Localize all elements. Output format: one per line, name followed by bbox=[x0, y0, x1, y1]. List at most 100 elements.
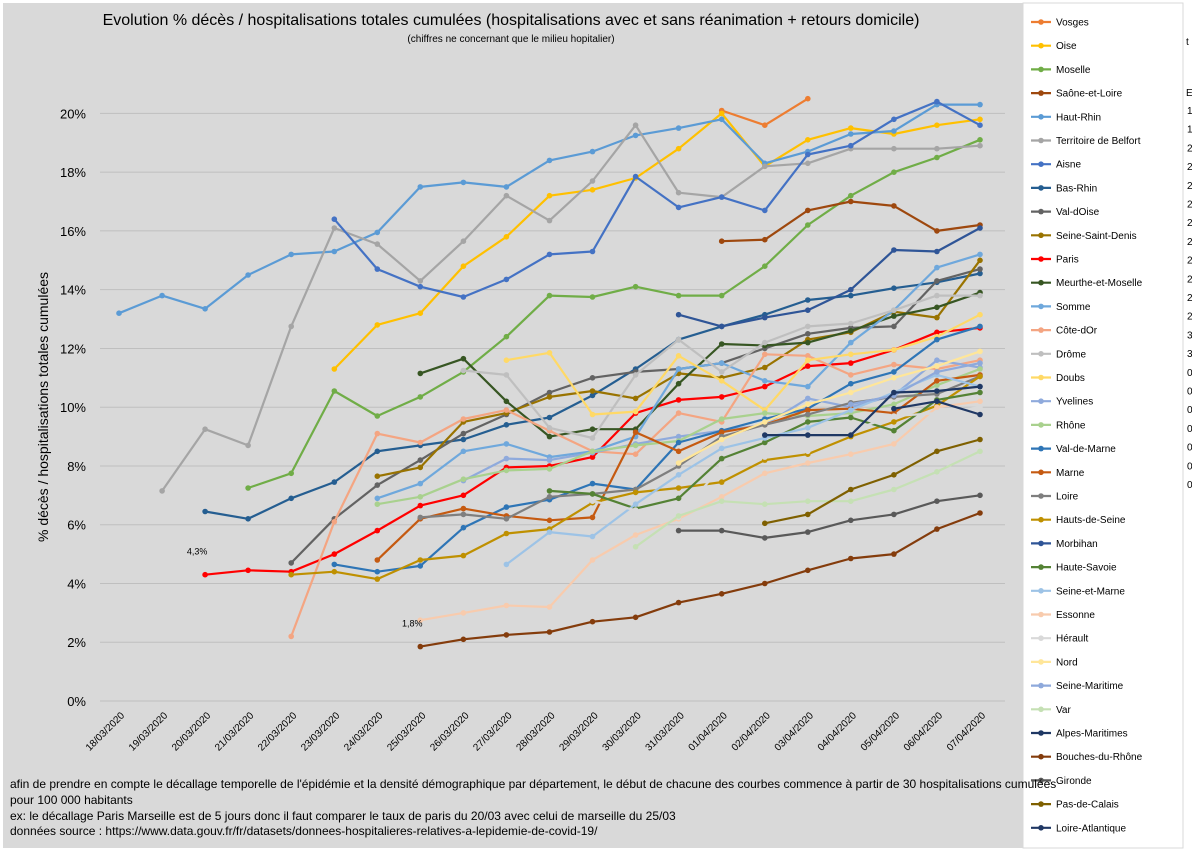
cut-off-cell: 2 bbox=[1187, 274, 1192, 285]
data-point bbox=[331, 568, 338, 575]
data-point bbox=[848, 401, 854, 408]
legend-label: Hérault bbox=[1056, 634, 1088, 645]
data-point bbox=[977, 348, 983, 355]
y-tick-label: 2% bbox=[67, 635, 86, 650]
data-point bbox=[675, 380, 682, 387]
data-point bbox=[805, 401, 811, 408]
legend-marker bbox=[1038, 777, 1044, 784]
data-point bbox=[891, 323, 897, 330]
data-point bbox=[934, 264, 940, 271]
data-point bbox=[934, 469, 940, 475]
series-line bbox=[506, 313, 981, 416]
data-point bbox=[632, 283, 639, 290]
data-point bbox=[762, 432, 768, 438]
data-point bbox=[503, 333, 510, 340]
data-point bbox=[977, 142, 983, 149]
legend-marker bbox=[1038, 66, 1044, 73]
data-point bbox=[417, 502, 424, 509]
data-point bbox=[374, 482, 381, 488]
data-point bbox=[848, 125, 854, 131]
legend-label: Loire-Atlantique bbox=[1056, 823, 1126, 834]
cut-off-cell: 3 bbox=[1187, 330, 1192, 341]
data-point bbox=[460, 430, 467, 437]
data-point bbox=[891, 145, 897, 152]
legend-entry: Vosges bbox=[1031, 18, 1089, 29]
data-point bbox=[460, 238, 467, 244]
data-point bbox=[202, 426, 208, 433]
data-point bbox=[374, 430, 381, 437]
data-point bbox=[848, 380, 854, 387]
data-point bbox=[934, 98, 940, 105]
data-point bbox=[589, 514, 596, 521]
footnote-line: afin de prendre en compte le décallage t… bbox=[10, 777, 1056, 791]
data-point bbox=[848, 142, 854, 149]
data-point bbox=[934, 369, 940, 375]
legend-marker bbox=[1038, 493, 1044, 499]
data-point bbox=[632, 132, 639, 139]
data-point bbox=[675, 311, 682, 318]
data-point bbox=[805, 419, 811, 425]
data-point bbox=[331, 248, 338, 255]
data-point bbox=[762, 378, 768, 384]
data-point bbox=[762, 236, 768, 243]
data-point bbox=[977, 225, 983, 231]
data-point bbox=[848, 555, 854, 562]
data-point bbox=[805, 363, 811, 369]
series-line bbox=[592, 406, 981, 519]
data-point bbox=[891, 169, 897, 175]
data-point bbox=[675, 292, 682, 299]
series-nord bbox=[675, 348, 983, 466]
data-point bbox=[460, 505, 467, 512]
data-point bbox=[805, 222, 811, 228]
data-point bbox=[718, 292, 725, 299]
annotations: 4,3% 1,8% bbox=[187, 547, 423, 629]
data-point bbox=[374, 501, 381, 508]
data-point bbox=[116, 310, 122, 317]
data-point bbox=[891, 361, 897, 368]
data-point bbox=[805, 567, 811, 574]
data-point bbox=[589, 148, 596, 155]
legend-entry: Haut-Rhin bbox=[1031, 112, 1101, 123]
data-point bbox=[503, 561, 510, 568]
data-point bbox=[891, 375, 897, 381]
data-point bbox=[675, 433, 682, 440]
data-point bbox=[977, 116, 983, 123]
data-point bbox=[891, 203, 897, 209]
data-point bbox=[546, 494, 553, 500]
data-point bbox=[546, 488, 553, 494]
data-point bbox=[848, 328, 854, 334]
series-line bbox=[333, 112, 981, 370]
cut-off-cell: 0 bbox=[1187, 443, 1192, 454]
legend-label: Essonne bbox=[1056, 610, 1095, 621]
data-point bbox=[934, 248, 940, 255]
data-point bbox=[718, 116, 725, 123]
data-point bbox=[891, 307, 897, 314]
data-point bbox=[417, 283, 424, 290]
legend-entry: Loire-Atlantique bbox=[1031, 823, 1126, 834]
data-point bbox=[848, 286, 854, 293]
data-point bbox=[503, 357, 510, 364]
data-point bbox=[675, 397, 682, 403]
series-var bbox=[632, 448, 983, 550]
data-point bbox=[417, 457, 424, 463]
data-point bbox=[891, 472, 897, 478]
data-point bbox=[503, 422, 510, 428]
data-point bbox=[589, 480, 596, 487]
data-point bbox=[503, 372, 510, 378]
data-point bbox=[417, 617, 424, 623]
data-point bbox=[632, 451, 639, 458]
data-point bbox=[632, 429, 639, 436]
data-point bbox=[245, 442, 251, 449]
legend-marker bbox=[1038, 137, 1044, 144]
data-point bbox=[977, 266, 983, 272]
data-point bbox=[762, 163, 768, 170]
data-point bbox=[503, 504, 510, 510]
data-point bbox=[245, 567, 251, 574]
data-point bbox=[891, 313, 897, 319]
y-axis-label: % décès / hospitalisations totales cumul… bbox=[35, 272, 51, 542]
data-point bbox=[589, 426, 596, 433]
data-point bbox=[374, 576, 381, 582]
data-point bbox=[977, 398, 983, 405]
legend-label: Yvelines bbox=[1056, 397, 1093, 408]
data-point bbox=[891, 427, 897, 434]
